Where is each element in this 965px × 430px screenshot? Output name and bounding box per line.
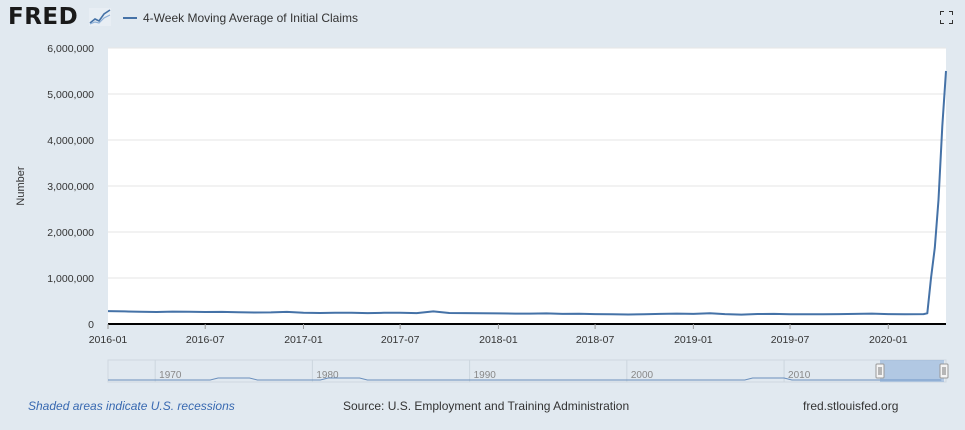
x-tick-label: 2019-07 [771,334,810,346]
x-tick-label: 2016-01 [89,334,128,346]
navigator-year-label: 1970 [159,370,182,381]
x-tick-label: 2017-01 [284,334,323,346]
source-text: Source: U.S. Employment and Training Adm… [343,399,630,413]
x-tick-label: 2019-01 [674,334,713,346]
navigator-track[interactable] [107,359,947,383]
chart-legend[interactable]: 4-Week Moving Average of Initial Claims [123,11,358,25]
x-tick-label: 2018-07 [576,334,615,346]
x-axis-ticks: 2016-01 2016-07 2017-01 2017-07 2018-01 2018-… [89,324,908,346]
chart-sparkline-icon [89,8,111,26]
y-axis-ticks: 0 1,000,000 2,000,000 3,000,000 4,000,000 5,0… [47,43,94,331]
y-tick-label: 4,000,000 [47,135,94,147]
chart-header: FRED 4-Week Moving Average of Initial Cl… [0,0,965,40]
navigator-handle[interactable] [875,363,885,379]
y-tick-label: 6,000,000 [47,43,94,55]
legend-label: 4-Week Moving Average of Initial Claims [143,11,358,25]
navigator-year-label: 2010 [788,370,811,381]
y-tick-label: 1,000,000 [47,273,94,285]
x-tick-label: 2020-01 [869,334,908,346]
x-tick-label: 2018-01 [479,334,518,346]
y-tick-label: 5,000,000 [47,89,94,101]
y-tick-label: 3,000,000 [47,181,94,193]
legend-swatch [123,17,137,19]
y-axis-label: Number [15,166,27,205]
series-line[interactable] [107,70,947,316]
navigator-handle[interactable] [939,363,949,379]
series-layer [107,70,947,316]
y-tick-label: 0 [88,319,94,331]
site-link[interactable]: fred.stlouisfed.org [803,399,899,413]
recession-note-link[interactable]: Shaded areas indicate U.S. recessions [28,399,235,413]
fred-logo[interactable]: FRED [8,4,79,30]
range-navigator: 1970 1980 1990 2000 2010 [107,359,949,383]
x-tick-label: 2016-07 [186,334,225,346]
navigator-year-label: 1980 [316,370,339,381]
y-tick-label: 2,000,000 [47,227,94,239]
x-tick-label: 2017-07 [381,334,420,346]
navigator-series [108,377,942,381]
grid-lines [108,47,946,325]
navigator-year-label: 2000 [631,370,654,381]
navigator-selection[interactable] [880,360,944,382]
navigator-year-label: 1990 [474,370,497,381]
